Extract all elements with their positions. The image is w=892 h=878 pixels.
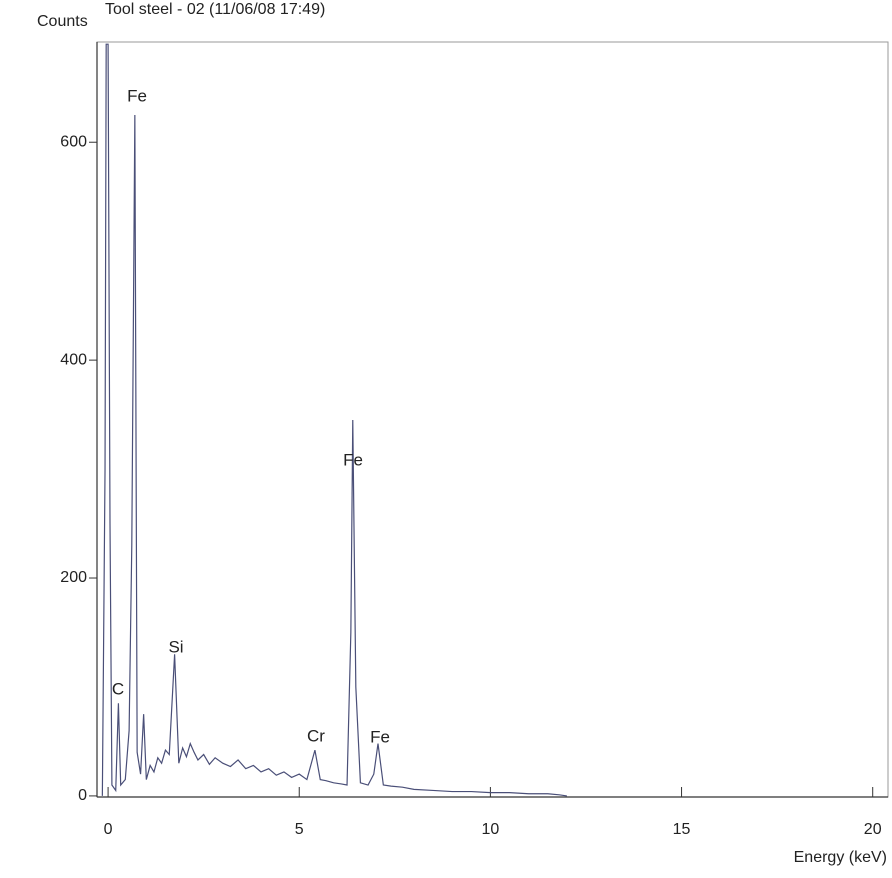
peak-label: Si [168,637,183,656]
x-tick-label: 20 [864,821,882,838]
y-axis-label: Counts [37,13,88,30]
y-tick-label: 0 [78,787,87,804]
peak-label: Cr [307,726,325,745]
spectrum-line [101,43,567,797]
y-tick-label: 200 [60,569,87,586]
x-tick-label: 15 [673,821,691,838]
y-tick-label: 600 [60,133,87,150]
x-tick-label: 5 [295,821,304,838]
x-axis-label: Energy (keV) [794,849,887,866]
x-tick-label: 0 [104,821,113,838]
y-tick-label: 400 [60,351,87,368]
peak-label: C [112,679,124,698]
chart-title: Tool steel - 02 (11/06/08 17:49) [105,1,325,18]
peak-label: Fe [127,86,147,105]
peak-label: Fe [343,450,363,469]
x-tick-label: 10 [481,821,499,838]
peak-label: Fe [370,727,390,746]
plot-frame [96,41,889,798]
